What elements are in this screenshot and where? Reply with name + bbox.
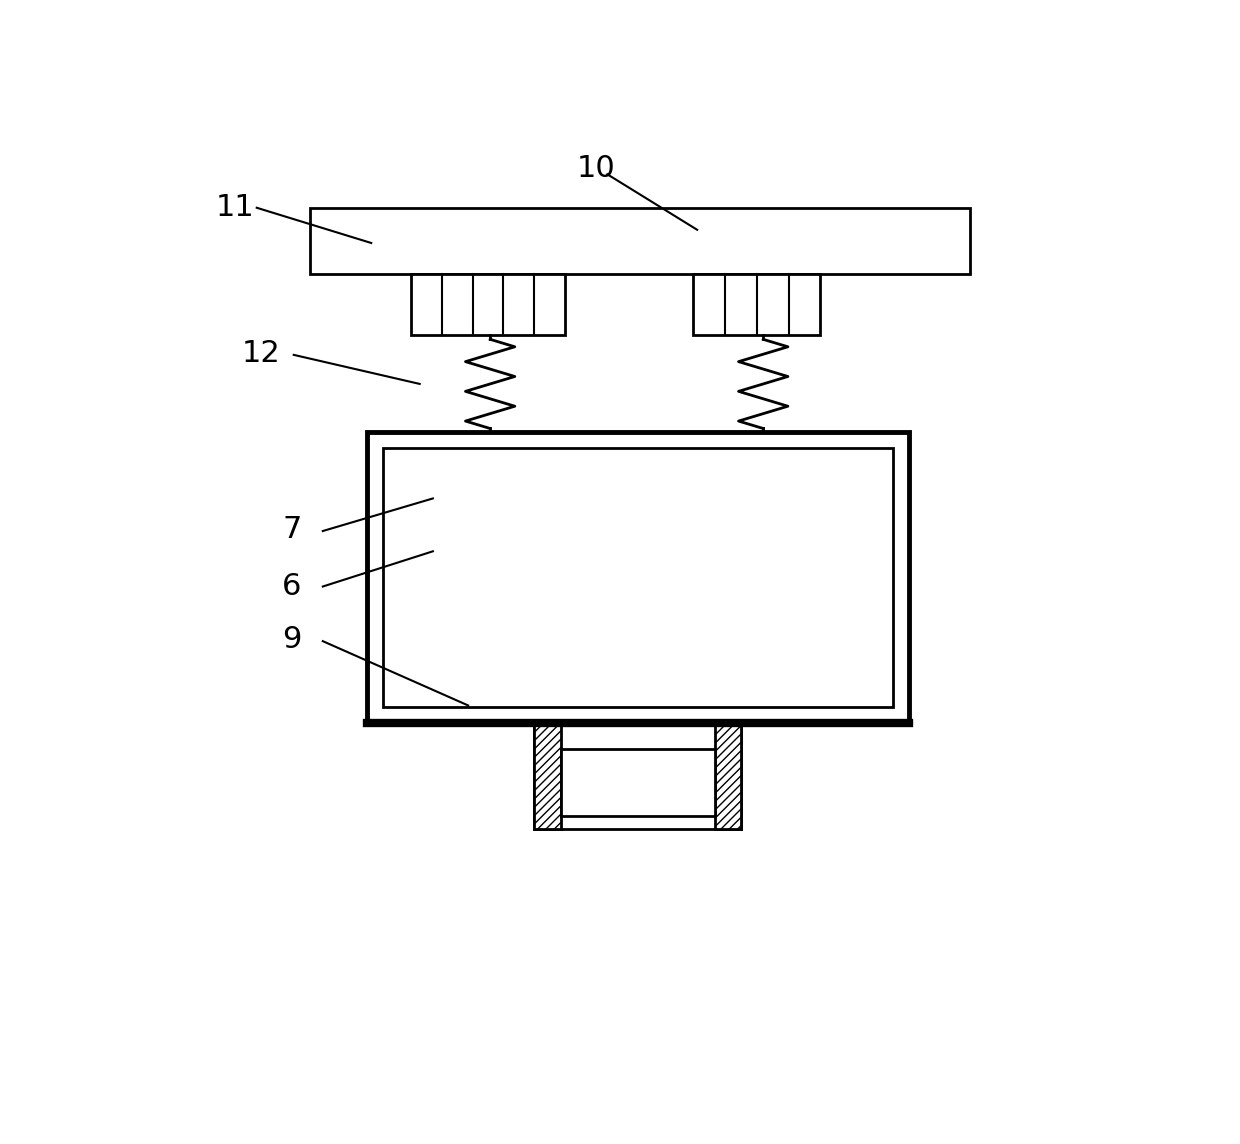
Text: 10: 10 [577, 153, 615, 183]
Bar [693, 273, 821, 335]
Bar [383, 448, 893, 707]
Text: 12: 12 [242, 339, 280, 367]
Text: 9: 9 [283, 625, 301, 654]
Bar [560, 749, 714, 816]
Text: 6: 6 [283, 572, 301, 601]
Text: 11: 11 [216, 193, 254, 222]
Bar [367, 432, 909, 723]
Text: 7: 7 [283, 515, 301, 543]
Bar [310, 208, 970, 273]
Bar [714, 723, 742, 828]
Bar [534, 723, 742, 828]
Bar [410, 273, 565, 335]
Bar [534, 723, 560, 828]
